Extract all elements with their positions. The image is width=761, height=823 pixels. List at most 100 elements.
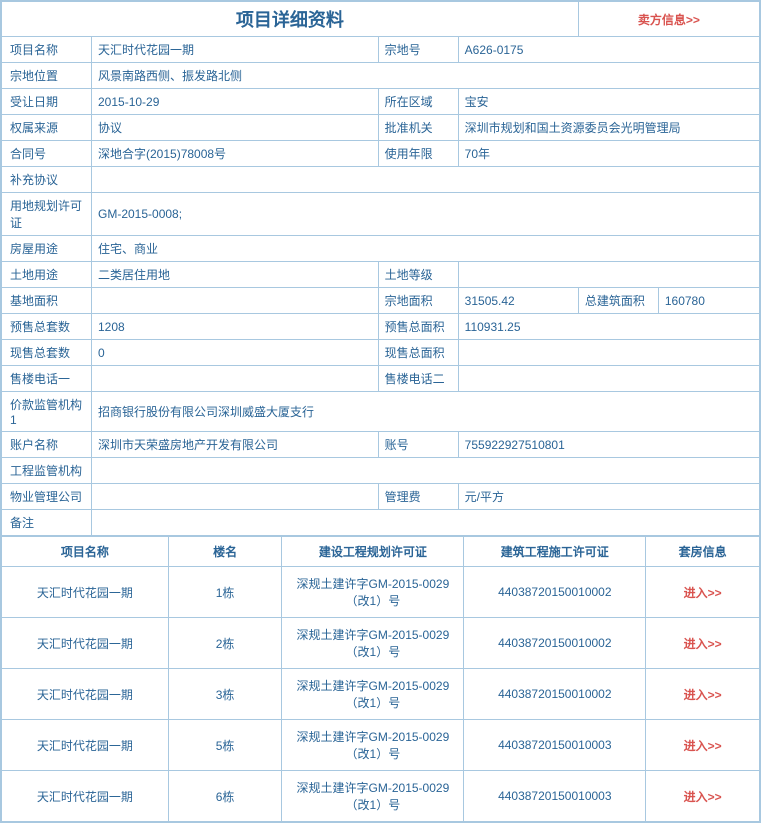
value-presale-total-area: 110931.25 [458, 314, 759, 340]
label-transfer-date: 受让日期 [2, 89, 92, 115]
row-price-supervision: 价款监管机构1 招商银行股份有限公司深圳威盛大厦支行 [2, 392, 760, 432]
enter-link[interactable]: 进入>> [646, 618, 760, 669]
value-property-management [92, 484, 379, 510]
cell-work-permit: 4403872015001​0003 [464, 771, 646, 822]
label-sales-phone2: 售楼电话二 [378, 366, 458, 392]
row-presale-units: 预售总套数 1208 预售总面积 110931.25 [2, 314, 760, 340]
cell-project-name: 天汇时代花园一期 [2, 720, 169, 771]
label-land-usage: 土地用途 [2, 262, 92, 288]
row-land-usage: 土地用途 二类居住用地 土地等级 [2, 262, 760, 288]
value-parcel-no: A626-0175 [458, 37, 759, 63]
cell-building-name: 5栋 [168, 720, 282, 771]
value-area: 宝安 [458, 89, 759, 115]
label-project-name: 项目名称 [2, 37, 92, 63]
col-building-name: 楼名 [168, 537, 282, 567]
detail-table: 项目详细资料 卖方信息>> 项目名称 天汇时代花园一期 宗地号 A626-017… [1, 1, 760, 536]
value-presale-total-units: 1208 [92, 314, 379, 340]
enter-link[interactable]: 进入>> [646, 567, 760, 618]
cell-project-name: 天汇时代花园一期 [2, 567, 169, 618]
col-room-info: 套房信息 [646, 537, 760, 567]
label-price-supervision: 价款监管机构1 [2, 392, 92, 432]
table-row: 天汇时代花园一期6栋深规土建许字GM-2015-0029（改1）号4403872… [2, 771, 760, 822]
row-land-planning-permit: 用地规划许可证 GM-2015-0008; [2, 193, 760, 236]
row-account: 账户名称 深圳市天荣盛房地产开发有限公司 账号 755922927510801 [2, 432, 760, 458]
row-engineering-supervision: 工程监管机构 [2, 458, 760, 484]
row-sales-phone: 售楼电话一 售楼电话二 [2, 366, 760, 392]
label-parcel-no: 宗地号 [378, 37, 458, 63]
label-parcel-area: 宗地面积 [378, 288, 458, 314]
label-account-no: 账号 [378, 432, 458, 458]
cell-work-permit: 4403872015001​0002 [464, 669, 646, 720]
table-row: 天汇时代花园一期2栋深规土建许字GM-2015-0029（改1）号4403872… [2, 618, 760, 669]
label-base-area: 基地面积 [2, 288, 92, 314]
row-parcel-location: 宗地位置 风景南路西侧、振发路北侧 [2, 63, 760, 89]
value-total-build-area: 160780 [658, 288, 759, 314]
col-planning-permit: 建设工程规划许可证 [282, 537, 464, 567]
cell-building-name: 6栋 [168, 771, 282, 822]
row-supplementary: 补充协议 [2, 167, 760, 193]
header-row: 项目详细资料 卖方信息>> [2, 2, 760, 37]
value-price-supervision: 招商银行股份有限公司深圳威盛大厦支行 [92, 392, 760, 432]
row-ownership: 权属来源 协议 批准机关 深圳市规划和国土资源委员会光明管理局 [2, 115, 760, 141]
label-ownership-source: 权属来源 [2, 115, 92, 141]
row-current-sale: 现售总套数 0 现售总面积 [2, 340, 760, 366]
col-work-permit: 建筑工程施工许可证 [464, 537, 646, 567]
project-detail-container: 项目详细资料 卖方信息>> 项目名称 天汇时代花园一期 宗地号 A626-017… [0, 0, 761, 823]
label-supplementary: 补充协议 [2, 167, 92, 193]
value-sales-phone1 [92, 366, 379, 392]
value-sales-phone2 [458, 366, 759, 392]
row-property-management: 物业管理公司 管理费 元/平方 [2, 484, 760, 510]
label-sales-phone1: 售楼电话一 [2, 366, 92, 392]
cell-planning-permit: 深规土建许字GM-2015-0029（改1）号 [282, 720, 464, 771]
label-management-fee: 管理费 [378, 484, 458, 510]
label-land-planning-permit: 用地规划许可证 [2, 193, 92, 236]
label-land-grade: 土地等级 [378, 262, 458, 288]
value-account-name: 深圳市天荣盛房地产开发有限公司 [92, 432, 379, 458]
value-transfer-date: 2015-10-29 [92, 89, 379, 115]
cell-planning-permit: 深规土建许字GM-2015-0029（改1）号 [282, 669, 464, 720]
label-area: 所在区域 [378, 89, 458, 115]
cell-planning-permit: 深规土建许字GM-2015-0029（改1）号 [282, 618, 464, 669]
buildings-body: 天汇时代花园一期1栋深规土建许字GM-2015-0029（改1）号4403872… [2, 567, 760, 822]
label-engineering-supervision: 工程监管机构 [2, 458, 92, 484]
value-engineering-supervision [92, 458, 760, 484]
buildings-table: 项目名称 楼名 建设工程规划许可证 建筑工程施工许可证 套房信息 天汇时代花园一… [1, 536, 760, 822]
table-row: 天汇时代花园一期5栋深规土建许字GM-2015-0029（改1）号4403872… [2, 720, 760, 771]
cell-planning-permit: 深规土建许字GM-2015-0029（改1）号 [282, 771, 464, 822]
enter-link[interactable]: 进入>> [646, 720, 760, 771]
value-management-fee: 元/平方 [458, 484, 759, 510]
value-usage-years: 70年 [458, 141, 759, 167]
cell-project-name: 天汇时代花园一期 [2, 618, 169, 669]
table-row: 天汇时代花园一期3栋深规土建许字GM-2015-0029（改1）号4403872… [2, 669, 760, 720]
label-usage-years: 使用年限 [378, 141, 458, 167]
value-house-usage: 住宅、商业 [92, 236, 760, 262]
row-contract: 合同号 深地合字(2015)78008号 使用年限 70年 [2, 141, 760, 167]
label-house-usage: 房屋用途 [2, 236, 92, 262]
row-base-area: 基地面积 宗地面积 31505.42 总建筑面积 160780 [2, 288, 760, 314]
label-total-build-area: 总建筑面积 [578, 288, 658, 314]
value-remarks [92, 510, 760, 536]
seller-info-link[interactable]: 卖方信息>> [578, 2, 759, 37]
value-project-name: 天汇时代花园一期 [92, 37, 379, 63]
value-contract-no: 深地合字(2015)78008号 [92, 141, 379, 167]
value-current-sale-units: 0 [92, 340, 379, 366]
value-land-usage: 二类居住用地 [92, 262, 379, 288]
buildings-header-row: 项目名称 楼名 建设工程规划许可证 建筑工程施工许可证 套房信息 [2, 537, 760, 567]
cell-building-name: 3栋 [168, 669, 282, 720]
col-project-name: 项目名称 [2, 537, 169, 567]
label-remarks: 备注 [2, 510, 92, 536]
table-row: 天汇时代花园一期1栋深规土建许字GM-2015-0029（改1）号4403872… [2, 567, 760, 618]
cell-building-name: 1栋 [168, 567, 282, 618]
row-project-name: 项目名称 天汇时代花园一期 宗地号 A626-0175 [2, 37, 760, 63]
value-approval-authority: 深圳市规划和国土资源委员会光明管理局 [458, 115, 759, 141]
enter-link[interactable]: 进入>> [646, 669, 760, 720]
label-account-name: 账户名称 [2, 432, 92, 458]
value-land-planning-permit: GM-2015-0008; [92, 193, 760, 236]
row-transfer-date: 受让日期 2015-10-29 所在区域 宝安 [2, 89, 760, 115]
label-current-sale-units: 现售总套数 [2, 340, 92, 366]
enter-link[interactable]: 进入>> [646, 771, 760, 822]
label-approval-authority: 批准机关 [378, 115, 458, 141]
cell-work-permit: 4403872015001​0002 [464, 618, 646, 669]
cell-project-name: 天汇时代花园一期 [2, 669, 169, 720]
cell-work-permit: 4403872015001​0002 [464, 567, 646, 618]
